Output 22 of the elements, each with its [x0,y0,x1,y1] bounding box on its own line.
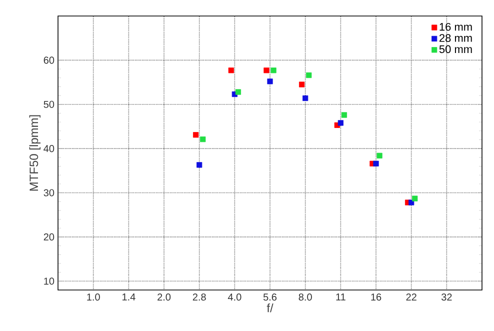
legend-label: 28 mm [439,34,472,42]
x-axis-title: f/ [266,303,274,312]
x-tick-label: 2.8 [192,294,206,301]
x-tick-label: 8.0 [298,294,312,301]
x-tick-label: 32 [441,294,452,301]
x-tick-label: 22 [406,294,416,300]
x-tick-label: 4.0 [228,294,242,301]
y-axis-title: MTF50 [lpmm] [29,115,40,191]
x-tick-label: 11 [336,294,346,300]
y-tick-label: 20 [44,233,54,240]
legend-label: 50 mm [439,45,472,54]
y-tick-label: 50 [44,100,54,108]
x-tick-label: 16 [371,294,382,301]
x-tick-label: 1.0 [87,294,100,301]
x-tick-label: 5.6 [263,294,277,301]
y-tick-label: 60 [44,56,54,64]
legend-label: 16 mm [440,22,472,31]
y-tick-label: 10 [44,278,54,285]
y-tick-label: 40 [44,145,54,152]
y-tick-label: 30 [44,189,54,196]
x-tick-label: 1.4 [122,294,136,300]
x-tick-label: 2.0 [158,294,171,301]
